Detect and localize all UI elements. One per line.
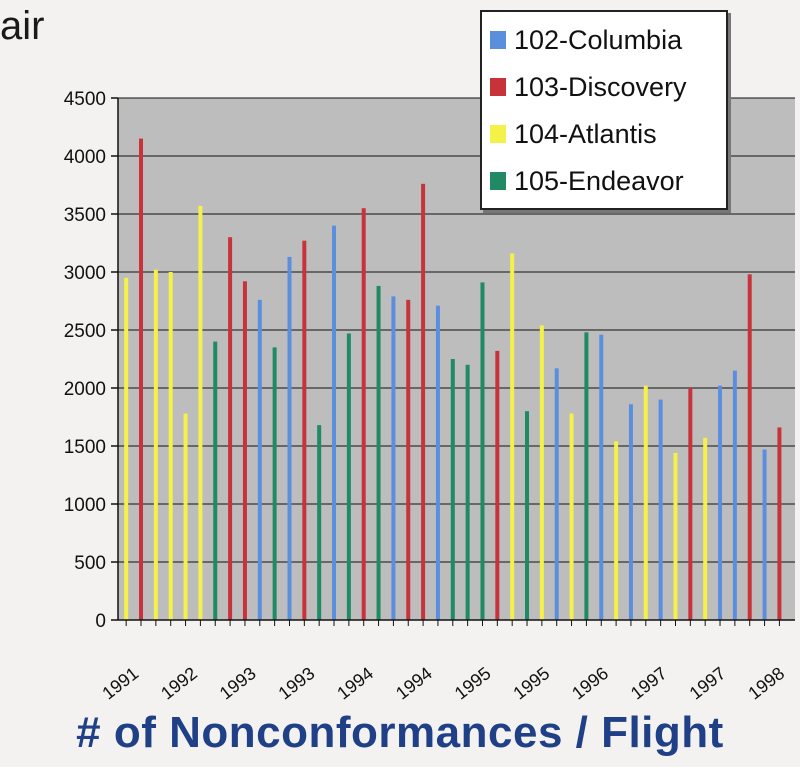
bar-columbia	[391, 296, 396, 620]
bar-discovery	[361, 208, 366, 620]
legend-swatch-discovery	[490, 78, 506, 96]
x-tick-label: 1991	[98, 663, 142, 703]
bar-columbia	[732, 370, 737, 620]
x-tick-label: 1998	[744, 663, 788, 703]
y-tick-label: 2500	[64, 321, 106, 342]
bar-discovery	[406, 299, 411, 620]
bar-columbia	[762, 449, 767, 620]
y-tick-label: 4000	[64, 147, 106, 168]
bar-atlantis	[703, 437, 708, 620]
legend-label-atlantis: 104-Atlantis	[514, 118, 657, 149]
bar-atlantis	[539, 325, 544, 620]
x-tick-label: 1995	[451, 663, 495, 703]
bar-endeavor	[317, 425, 322, 620]
bar-columbia	[628, 404, 633, 620]
legend-label-columbia: 102-Columbia	[514, 24, 683, 55]
bar-columbia	[332, 225, 337, 620]
bar-discovery	[421, 183, 426, 620]
bar-atlantis	[614, 441, 619, 620]
legend-item-discovery: 103-Discovery	[490, 67, 687, 107]
x-tick-labels: 1991 1992 1993 1993 1994 1994 1995 1995 1996 1997…	[98, 663, 788, 703]
bar-endeavor	[584, 332, 589, 620]
y-tick-label: 1500	[64, 437, 106, 458]
bar-endeavor	[346, 333, 351, 620]
bar-endeavor	[272, 347, 277, 620]
bar-discovery	[242, 281, 247, 620]
y-tick-label: 0	[95, 611, 106, 632]
legend-item-columbia: 102-Columbia	[490, 20, 682, 60]
bar-discovery	[228, 237, 233, 620]
bar-discovery	[688, 388, 693, 620]
bar-atlantis	[183, 413, 188, 620]
bar-discovery	[777, 427, 782, 620]
y-tick-label: 3000	[64, 263, 106, 284]
chart-title: # of Nonconformances / Flight	[76, 708, 724, 757]
bar-columbia	[658, 399, 663, 620]
bar-atlantis	[168, 272, 173, 620]
bar-columbia	[718, 385, 723, 620]
bar-endeavor	[525, 411, 530, 620]
bar-endeavor	[465, 364, 470, 620]
bar-discovery	[139, 138, 144, 620]
x-tick-label: 1993	[275, 663, 319, 703]
y-tick-label: 500	[74, 553, 106, 574]
x-tick-label: 1994	[333, 663, 377, 703]
bar-discovery	[495, 350, 500, 620]
bar-discovery	[302, 240, 307, 620]
bar-atlantis	[569, 413, 574, 620]
x-tick-label: 1997	[686, 663, 730, 703]
bar-columbia	[287, 256, 292, 620]
y-tick-label: 2000	[64, 379, 106, 400]
x-tick-label: 1994	[392, 663, 436, 703]
legend-swatch-atlantis	[490, 125, 506, 143]
bar-atlantis	[673, 452, 678, 620]
bar-atlantis	[198, 205, 203, 620]
bar-atlantis	[124, 277, 129, 620]
y-tick-labels: 0 500 1000 1500 2000 2500 3000 3500 4000 4500	[64, 89, 106, 632]
bar-endeavor	[450, 359, 455, 620]
y-tick-label: 4500	[64, 89, 106, 110]
y-tick-label: 1000	[64, 495, 106, 516]
bar-columbia	[435, 305, 440, 620]
bar-columbia	[257, 299, 262, 620]
bar-atlantis	[510, 253, 515, 620]
bar-endeavor	[213, 341, 218, 620]
x-tick-label: 1993	[216, 663, 260, 703]
bars	[124, 138, 782, 620]
bar-endeavor	[480, 282, 485, 620]
bar-columbia	[554, 368, 559, 620]
legend-item-endeavor: 105-Endeavor	[490, 161, 684, 201]
axes	[111, 97, 795, 626]
page-title-fragment: air	[0, 4, 45, 48]
chart-legend: 102-Columbia 103-Discovery 104-Atlantis …	[480, 10, 728, 210]
x-tick-label: 1992	[157, 663, 201, 703]
legend-label-discovery: 103-Discovery	[514, 71, 687, 102]
x-tick-label: 1997	[627, 663, 671, 703]
x-tick-label: 1995	[509, 663, 553, 703]
legend-item-atlantis: 104-Atlantis	[490, 114, 657, 154]
legend-label-endeavor: 105-Endeavor	[514, 165, 684, 196]
legend-swatch-columbia	[490, 31, 506, 49]
bar-atlantis	[153, 269, 158, 620]
bar-columbia	[599, 334, 604, 620]
x-tick-label: 1996	[568, 663, 612, 703]
bar-discovery	[747, 274, 752, 620]
legend-swatch-endeavor	[490, 172, 506, 190]
bar-endeavor	[376, 285, 381, 620]
bar-atlantis	[643, 385, 648, 620]
y-tick-label: 3500	[64, 205, 106, 226]
